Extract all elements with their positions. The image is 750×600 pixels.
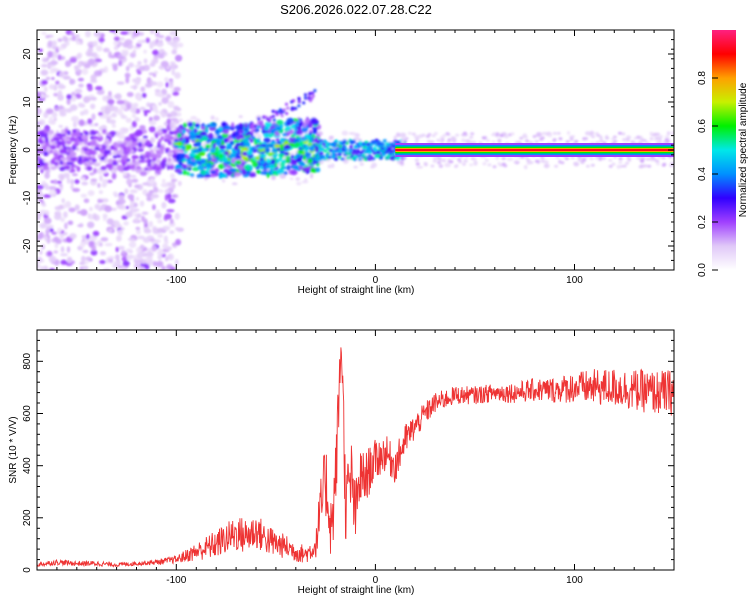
spectrogram-y-tick-label: -10	[22, 190, 33, 205]
spectrogram-blobs	[37, 30, 674, 270]
snr-y-tick-label: 600	[22, 405, 33, 422]
colorbar-tick-label: 0.8	[697, 71, 708, 85]
spectrogram-x-tick-label: 0	[373, 275, 379, 286]
spectrogram-y-tick-label: 20	[22, 48, 33, 60]
snr-panel: -100 0 100 0 200 400 600 800 Height of straight…	[8, 329, 675, 596]
snr-y-tick-label: 800	[22, 353, 33, 370]
snr-y-tick-label: 400	[22, 457, 33, 474]
spectrogram-y-tick-label: 10	[22, 96, 33, 108]
colorbar: 0.0 0.2 0.4 0.6 0.8 Normalized spectral ampl…	[697, 30, 749, 277]
snr-y-tick-label: 0	[22, 567, 33, 573]
snr-y-tick-label: 200	[22, 509, 33, 526]
figure-title: S206.2026.022.07.28.C22	[280, 2, 432, 17]
colorbar-label: Normalized spectral amplitude	[738, 82, 749, 217]
snr-x-axis-label: Height of straight line (km)	[298, 585, 415, 596]
colorbar-tick-label: 0.0	[697, 263, 708, 277]
spectrogram-x-tick-label: 100	[566, 275, 583, 286]
colorbar-tick-label: 0.6	[697, 119, 708, 133]
snr-series-line	[37, 347, 674, 568]
spectrogram-x-axis-label: Height of straight line (km)	[298, 285, 415, 296]
colorbar-tick-label: 0.2	[697, 215, 708, 229]
colorbar-gradient	[712, 30, 736, 270]
spectrogram-y-tick-label: -20	[22, 238, 33, 253]
snr-x-tick-label: 100	[566, 575, 583, 586]
snr-x-tick-label: -100	[166, 575, 186, 586]
spectrogram-y-axis-label: Frequency (Hz)	[8, 116, 19, 185]
spectrogram-x-tick-label: -100	[166, 275, 186, 286]
snr-y-axis-label: SNR (10 * V/V)	[8, 416, 19, 483]
colorbar-tick-label: 0.4	[697, 167, 708, 181]
spectrogram-zero-line	[395, 143, 674, 157]
spectrogram-y-tick-label: 0	[22, 147, 33, 153]
snr-x-tick-label: 0	[373, 575, 379, 586]
